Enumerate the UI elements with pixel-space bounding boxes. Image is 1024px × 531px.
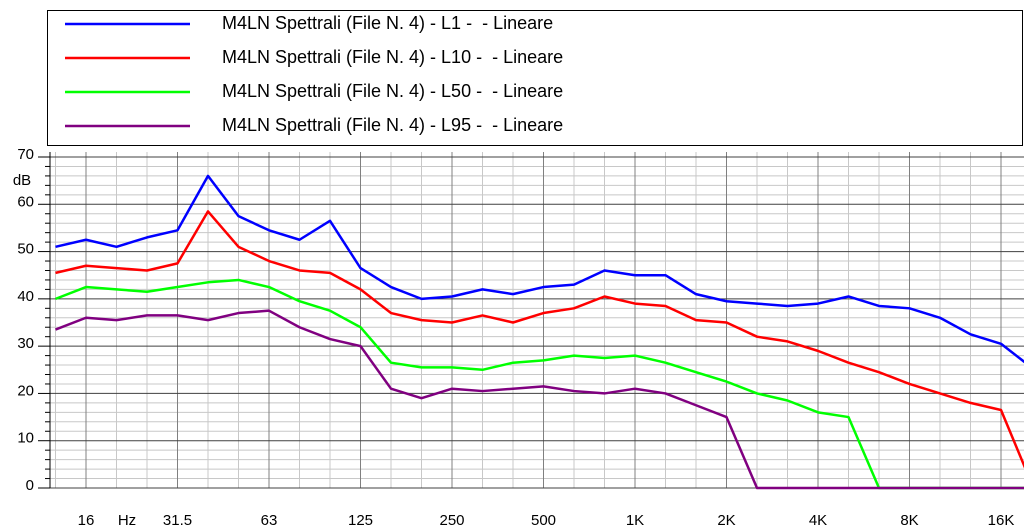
x-tick-label: 1K — [626, 512, 644, 529]
series-line — [55, 210, 1024, 469]
y-tick-label: 50 — [17, 241, 34, 258]
legend-label: M4LN Spettrali (File N. 4) - L95 - - Lin… — [222, 115, 563, 135]
y-tick-label: 70 — [17, 146, 34, 163]
legend-label: M4LN Spettrali (File N. 4) - L1 - - Line… — [222, 13, 553, 33]
x-tick-label: 31.5 — [163, 512, 192, 529]
x-tick-label: 250 — [439, 512, 464, 529]
y-tick-label: 20 — [17, 382, 34, 399]
y-tick-label: 60 — [17, 193, 34, 210]
x-tick-label: 16 — [78, 512, 95, 529]
x-tick-label: 63 — [261, 512, 278, 529]
legend-label: M4LN Spettrali (File N. 4) - L10 - - Lin… — [222, 47, 563, 67]
x-tick-label: 500 — [531, 512, 556, 529]
series-line — [55, 309, 1024, 490]
y-tick-label: 0 — [26, 477, 34, 494]
y-tick-label: 40 — [17, 288, 34, 305]
legend-label: M4LN Spettrali (File N. 4) - L50 - - Lin… — [222, 81, 563, 101]
y-tick-label: 30 — [17, 335, 34, 352]
x-tick-label: 8K — [900, 512, 918, 529]
plot-area — [55, 174, 1024, 490]
y-tick-label: 10 — [17, 430, 34, 447]
x-axis-label: Hz — [118, 512, 136, 529]
series-line — [55, 174, 1024, 364]
x-tick-label: 2K — [717, 512, 735, 529]
series-line — [55, 278, 1024, 490]
x-tick-label: 16K — [988, 512, 1015, 529]
legend-box — [47, 10, 1023, 146]
y-axis-label: dB — [13, 172, 31, 189]
x-tick-label: 4K — [809, 512, 827, 529]
x-tick-label: 125 — [348, 512, 373, 529]
